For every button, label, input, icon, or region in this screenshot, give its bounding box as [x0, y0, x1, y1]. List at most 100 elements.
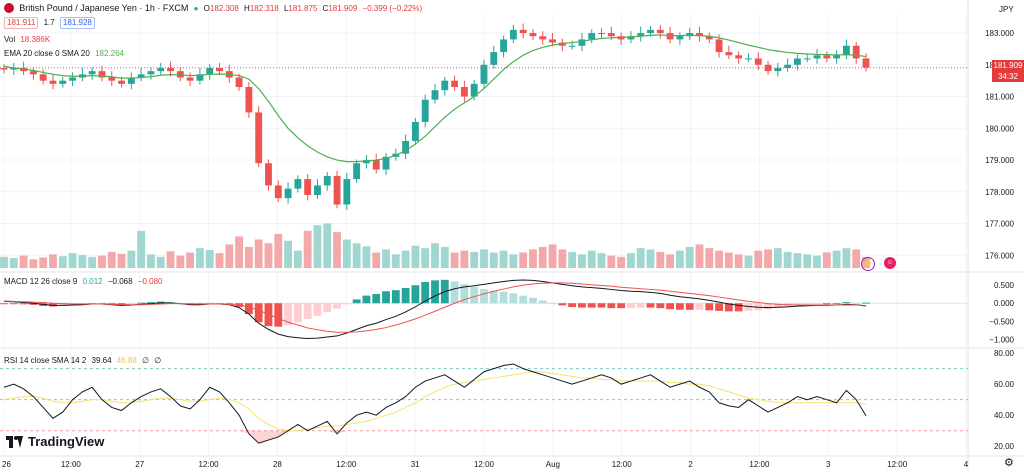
- tradingview-logo[interactable]: TradingView: [6, 434, 104, 449]
- volume-bar: [9, 258, 18, 268]
- macd-histogram-bar: [617, 303, 626, 309]
- volume-bar: [705, 248, 714, 268]
- candle-body: [108, 77, 116, 81]
- candle-body: [29, 71, 37, 75]
- macd-histogram-bar: [744, 303, 753, 311]
- candle-body: [735, 55, 743, 59]
- volume-bar: [186, 252, 195, 268]
- bid-ask-row: 181.911 1.7 181.928: [4, 17, 98, 29]
- volume-bar: [244, 246, 253, 268]
- macd-histogram-bar: [303, 303, 312, 320]
- macd-histogram-bar: [705, 303, 714, 311]
- candle-body: [470, 83, 478, 97]
- volume-bar: [509, 254, 518, 268]
- close-value: 181.909: [328, 4, 358, 13]
- candle-body: [323, 175, 331, 186]
- volume-bar: [695, 244, 704, 268]
- candle-body: [421, 99, 429, 122]
- bid-button[interactable]: 181.911: [4, 17, 39, 29]
- currency-label[interactable]: JPY: [999, 5, 1014, 14]
- macd-histogram-bar: [127, 303, 136, 305]
- macd-legend-label: MACD 12 26 close 9: [4, 277, 78, 286]
- volume-bar: [724, 252, 733, 268]
- volume-bar: [578, 254, 586, 268]
- volume-bar: [195, 248, 204, 268]
- macd-histogram-bar: [421, 281, 430, 304]
- macd-histogram-bar: [509, 293, 518, 304]
- macd-histogram-bar: [646, 303, 655, 308]
- candle-body: [745, 58, 752, 60]
- volume-bar: [440, 246, 449, 268]
- macd-histogram-bar: [685, 303, 694, 310]
- volume-bar: [98, 255, 106, 268]
- volume-bar: [284, 240, 292, 268]
- rsi-empty-2: ∅: [154, 356, 162, 365]
- time-tick-label: 12:00: [61, 460, 82, 469]
- price-tick-label: 183.000: [985, 29, 1014, 38]
- volume-bar: [626, 253, 635, 268]
- low-label: L: [283, 4, 289, 13]
- macd-histogram-bar: [225, 303, 234, 305]
- candle-body: [382, 156, 390, 170]
- volume-bar: [489, 252, 498, 268]
- macd-histogram-bar: [578, 303, 586, 308]
- macd-histogram-bar: [842, 302, 851, 304]
- macd-histogram-bar: [597, 303, 606, 308]
- candle-body: [314, 185, 321, 195]
- volume-bar: [813, 255, 821, 268]
- macd-histogram-bar: [862, 302, 870, 304]
- ask-button[interactable]: 181.928: [59, 17, 95, 29]
- candle-body: [676, 36, 684, 40]
- events-icon[interactable]: ☺: [884, 257, 896, 269]
- ema-legend[interactable]: EMA 20 close 0 SMA 20 182.264: [4, 49, 127, 58]
- macd-histogram-bar: [480, 289, 488, 304]
- candle-body: [49, 80, 57, 84]
- macd-histogram-bar: [666, 303, 675, 310]
- time-tick-label: 3: [826, 460, 831, 469]
- price-tick-label: 179.000: [985, 156, 1014, 165]
- macd-histogram-bar: [607, 303, 616, 309]
- rsi-tick-label: 60.00: [994, 380, 1015, 389]
- macd-signal-value: −0.080: [137, 277, 163, 286]
- volume-bar: [352, 243, 361, 268]
- tradingview-logo-icon: [6, 435, 24, 448]
- volume-bar: [264, 243, 273, 268]
- volume-bar: [137, 230, 146, 268]
- symbol-title[interactable]: British Pound / Japanese Yen · 1h · FXCM: [19, 3, 189, 13]
- volume-bar: [548, 244, 557, 268]
- macd-histogram-bar: [626, 303, 635, 309]
- flash-icon[interactable]: ⚡: [861, 257, 875, 271]
- last-price-value: 181.909: [993, 61, 1023, 70]
- macd-histogram-bar: [274, 303, 283, 327]
- macd-histogram-bar: [529, 297, 537, 304]
- candle-body: [666, 33, 674, 40]
- candle-body: [206, 67, 214, 75]
- candle-body: [196, 74, 204, 81]
- candle-body: [39, 74, 47, 81]
- volume-legend[interactable]: Vol 18.386K: [4, 35, 53, 44]
- candle-body: [509, 29, 517, 40]
- candle-body: [686, 33, 694, 37]
- candle-body: [794, 58, 801, 65]
- volume-bar: [372, 252, 381, 268]
- volume-bar: [480, 249, 488, 268]
- volume-bar: [29, 259, 38, 268]
- volume-bar: [450, 252, 459, 268]
- rsi-legend[interactable]: RSI 14 close SMA 14 2 39.64 46.88 ∅ ∅: [4, 356, 164, 365]
- macd-legend[interactable]: MACD 12 26 close 9 0.012 −0.068 −0.080: [4, 277, 166, 286]
- macd-histogram-bar: [0, 303, 8, 305]
- time-tick-label: 26: [2, 460, 11, 469]
- volume-bar: [58, 256, 67, 268]
- macd-signal-line: [3, 282, 867, 333]
- volume-bar: [519, 252, 528, 268]
- candle-body: [568, 45, 576, 47]
- candle-body: [353, 163, 361, 180]
- volume-bar: [822, 252, 831, 268]
- volume-bar: [205, 250, 214, 268]
- settings-gear-icon[interactable]: ⚙: [1004, 457, 1014, 469]
- candle-body: [147, 71, 155, 75]
- volume-bar: [323, 223, 332, 268]
- macd-histogram-bar: [460, 284, 469, 304]
